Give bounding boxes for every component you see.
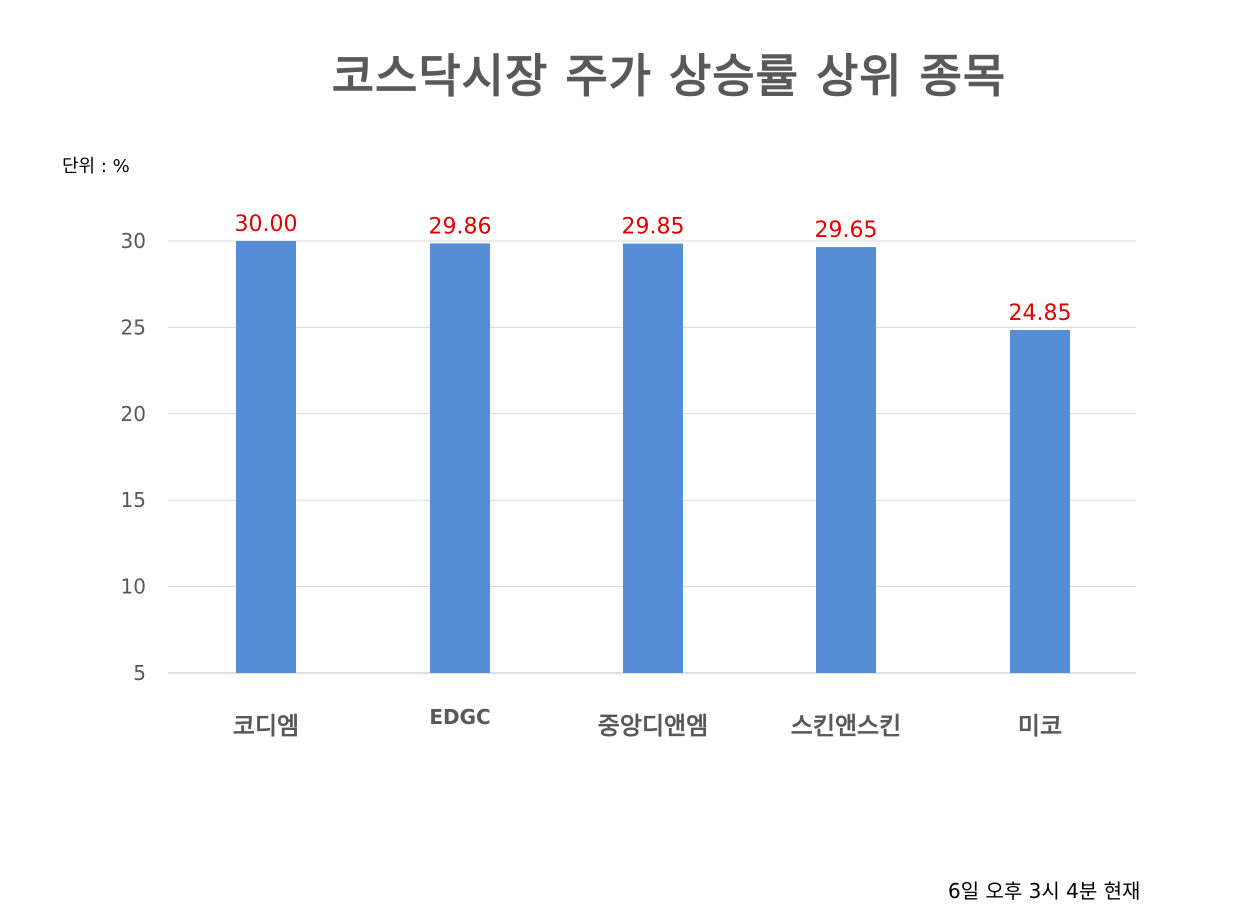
y-tick-label: 5 bbox=[133, 661, 146, 685]
category-label-2: EDGC bbox=[429, 705, 490, 729]
y-tick-label: 20 bbox=[121, 402, 146, 426]
x-axis-categories: 코디엠 EDGC 중앙디앤엠 스킨앤스킨 미코 bbox=[233, 705, 1062, 740]
timestamp-note: 6일 오후 3시 4분 현재 bbox=[948, 879, 1141, 903]
value-label-4: 29.65 bbox=[815, 218, 878, 243]
unit-label: 단위 : % bbox=[62, 156, 130, 177]
y-tick-label: 30 bbox=[121, 229, 146, 253]
value-labels: 30.00 29.86 29.85 29.65 24.85 bbox=[235, 212, 1072, 326]
y-tick-label: 25 bbox=[121, 315, 146, 339]
category-label-4: 스킨앤스킨 bbox=[791, 712, 901, 740]
bar-1 bbox=[236, 241, 296, 673]
category-label-5: 미코 bbox=[1018, 712, 1062, 740]
y-axis-ticks: 5 10 15 20 25 30 bbox=[121, 229, 146, 685]
bar-4 bbox=[816, 247, 876, 673]
bar-3 bbox=[623, 243, 683, 674]
category-label-3: 중앙디앤엠 bbox=[598, 712, 708, 740]
value-label-5: 24.85 bbox=[1009, 301, 1072, 326]
bars bbox=[236, 241, 1070, 674]
y-tick-label: 10 bbox=[121, 575, 146, 599]
value-label-3: 29.85 bbox=[622, 215, 685, 240]
value-label-2: 29.86 bbox=[429, 214, 492, 239]
bar-5 bbox=[1010, 329, 1070, 673]
y-tick-label: 15 bbox=[121, 488, 146, 512]
category-label-1: 코디엠 bbox=[233, 712, 299, 740]
bar-2 bbox=[430, 243, 490, 674]
chart-title: 코스닥시장 주가 상승률 상위 종목 bbox=[331, 49, 1007, 103]
value-label-1: 30.00 bbox=[235, 212, 298, 237]
